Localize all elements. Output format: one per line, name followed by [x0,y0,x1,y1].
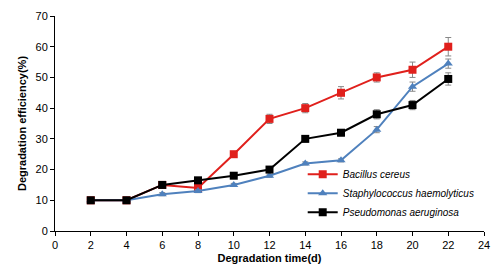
svg-text:Degradation time(d): Degradation time(d) [218,252,322,264]
svg-text:8: 8 [195,239,201,251]
svg-text:2: 2 [88,239,94,251]
svg-text:12: 12 [263,239,275,251]
svg-text:0: 0 [52,239,58,251]
svg-text:16: 16 [335,239,347,251]
svg-text:10: 10 [36,194,48,206]
svg-text:50: 50 [36,71,48,83]
svg-text:40: 40 [36,102,48,114]
svg-text:Staphylococcus haemolyticus: Staphylococcus haemolyticus [343,188,474,199]
svg-text:70: 70 [36,10,48,22]
svg-text:18: 18 [371,239,383,251]
svg-text:60: 60 [36,41,48,53]
svg-text:24: 24 [478,239,490,251]
svg-text:22: 22 [442,239,454,251]
svg-text:Pseudomonas aeruginosa: Pseudomonas aeruginosa [343,207,460,218]
svg-text:6: 6 [159,239,165,251]
svg-text:20: 20 [406,239,418,251]
svg-text:4: 4 [123,239,129,251]
svg-text:0: 0 [42,225,48,237]
svg-text:Bacillus cereus: Bacillus cereus [343,169,410,180]
svg-text:20: 20 [36,163,48,175]
svg-text:14: 14 [299,239,311,251]
svg-text:Degradation efficiency(%): Degradation efficiency(%) [16,56,28,191]
svg-text:10: 10 [228,239,240,251]
svg-text:30: 30 [36,133,48,145]
